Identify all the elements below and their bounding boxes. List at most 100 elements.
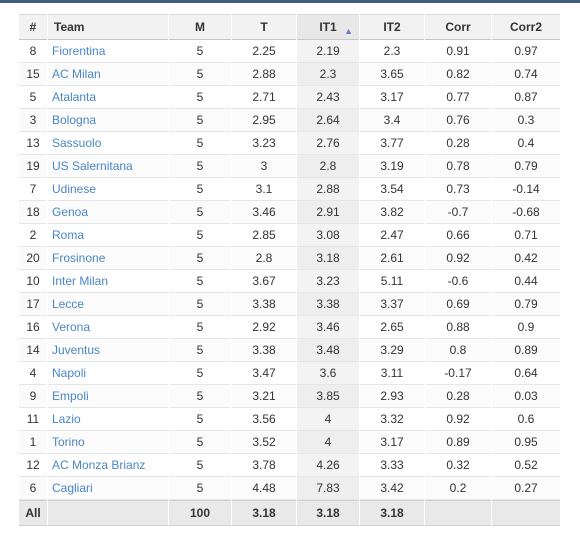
team-link[interactable]: Atalanta bbox=[52, 90, 97, 104]
cell-it1: 2.19 bbox=[297, 40, 359, 63]
cell-m: 5 bbox=[169, 224, 231, 247]
cell-team: Cagliari bbox=[48, 477, 168, 500]
table-row: 6 Cagliari 5 4.48 7.83 3.42 0.2 0.27 bbox=[19, 477, 560, 500]
header-corr[interactable]: Corr bbox=[425, 14, 491, 40]
team-link[interactable]: AC Monza Brianz bbox=[52, 458, 146, 472]
table-row: 18 Genoa 5 3.46 2.91 3.82 -0.7 -0.68 bbox=[19, 201, 560, 224]
team-link[interactable]: Inter Milan bbox=[52, 274, 109, 288]
table-footer: All 100 3.18 3.18 3.18 bbox=[19, 500, 560, 526]
cell-team: Fiorentina bbox=[48, 40, 168, 63]
cell-m: 5 bbox=[169, 293, 231, 316]
cell-it1: 4 bbox=[297, 408, 359, 431]
cell-m: 5 bbox=[169, 86, 231, 109]
team-link[interactable]: Genoa bbox=[52, 205, 89, 219]
header-corr2[interactable]: Corr2 bbox=[492, 14, 560, 40]
team-link[interactable]: Cagliari bbox=[52, 481, 93, 495]
cell-it1: 7.83 bbox=[297, 477, 359, 500]
team-link[interactable]: Bologna bbox=[52, 113, 97, 127]
cell-corr2: 0.3 bbox=[492, 109, 560, 132]
table-row: 8 Fiorentina 5 2.25 2.19 2.3 0.91 0.97 bbox=[19, 40, 560, 63]
team-link[interactable]: Roma bbox=[52, 228, 85, 242]
cell-corr: 0.28 bbox=[425, 385, 491, 408]
header-m[interactable]: M bbox=[169, 14, 231, 40]
team-link[interactable]: Sassuolo bbox=[52, 136, 102, 150]
table-row: 3 Bologna 5 2.95 2.64 3.4 0.76 0.3 bbox=[19, 109, 560, 132]
totals-t: 3.18 bbox=[232, 500, 296, 526]
cell-t: 2.8 bbox=[232, 247, 296, 270]
cell-team: Verona bbox=[48, 316, 168, 339]
cell-it2: 3.82 bbox=[360, 201, 424, 224]
cell-corr2: 0.64 bbox=[492, 362, 560, 385]
cell-rank: 1 bbox=[19, 431, 47, 454]
team-link[interactable]: AC Milan bbox=[52, 67, 101, 81]
cell-it1: 2.64 bbox=[297, 109, 359, 132]
team-link[interactable]: Verona bbox=[52, 320, 91, 334]
cell-team: Torino bbox=[48, 431, 168, 454]
header-it2[interactable]: IT2 bbox=[360, 14, 424, 40]
team-link[interactable]: Napoli bbox=[52, 366, 87, 380]
team-link[interactable]: Udinese bbox=[52, 182, 97, 196]
cell-corr2: 0.79 bbox=[492, 155, 560, 178]
team-link[interactable]: Fiorentina bbox=[52, 44, 106, 58]
team-link[interactable]: Lecce bbox=[52, 297, 85, 311]
totals-corr2 bbox=[492, 500, 560, 526]
team-link[interactable]: US Salernitana bbox=[52, 159, 133, 173]
cell-m: 5 bbox=[169, 63, 231, 86]
totals-corr bbox=[425, 500, 491, 526]
header-team[interactable]: Team bbox=[48, 14, 168, 40]
header-it1[interactable]: IT1 ▲ bbox=[297, 14, 359, 40]
cell-team: Lecce bbox=[48, 293, 168, 316]
cell-corr2: 0.87 bbox=[492, 86, 560, 109]
cell-it1: 3.18 bbox=[297, 247, 359, 270]
cell-m: 5 bbox=[169, 362, 231, 385]
cell-it1: 3.6 bbox=[297, 362, 359, 385]
table-row: 17 Lecce 5 3.38 3.38 3.37 0.69 0.79 bbox=[19, 293, 560, 316]
cell-t: 2.85 bbox=[232, 224, 296, 247]
cell-it2: 3.33 bbox=[360, 454, 424, 477]
cell-it2: 3.4 bbox=[360, 109, 424, 132]
cell-it2: 2.47 bbox=[360, 224, 424, 247]
cell-rank: 10 bbox=[19, 270, 47, 293]
cell-t: 3 bbox=[232, 155, 296, 178]
cell-team: AC Milan bbox=[48, 63, 168, 86]
cell-corr: 0.92 bbox=[425, 408, 491, 431]
header-row: # Team M T IT1 ▲ IT2 Corr Corr2 bbox=[19, 14, 560, 40]
cell-team: Frosinone bbox=[48, 247, 168, 270]
cell-corr: 0.82 bbox=[425, 63, 491, 86]
cell-t: 3.23 bbox=[232, 132, 296, 155]
table-row: 19 US Salernitana 5 3 2.8 3.19 0.78 0.79 bbox=[19, 155, 560, 178]
table-row: 4 Napoli 5 3.47 3.6 3.11 -0.17 0.64 bbox=[19, 362, 560, 385]
cell-m: 5 bbox=[169, 201, 231, 224]
cell-rank: 18 bbox=[19, 201, 47, 224]
cell-it1: 3.08 bbox=[297, 224, 359, 247]
cell-m: 5 bbox=[169, 385, 231, 408]
header-rank[interactable]: # bbox=[19, 14, 47, 40]
table-body: 8 Fiorentina 5 2.25 2.19 2.3 0.91 0.97 15 AC Mila… bbox=[19, 40, 560, 500]
team-link[interactable]: Lazio bbox=[52, 412, 81, 426]
cell-corr: 0.66 bbox=[425, 224, 491, 247]
cell-corr: 0.28 bbox=[425, 132, 491, 155]
totals-label: All bbox=[19, 500, 47, 526]
cell-it1: 3.48 bbox=[297, 339, 359, 362]
header-t[interactable]: T bbox=[232, 14, 296, 40]
cell-it2: 3.32 bbox=[360, 408, 424, 431]
team-link[interactable]: Juventus bbox=[52, 343, 101, 357]
cell-it2: 3.37 bbox=[360, 293, 424, 316]
cell-corr2: 0.79 bbox=[492, 293, 560, 316]
cell-it2: 3.11 bbox=[360, 362, 424, 385]
team-link[interactable]: Torino bbox=[52, 435, 85, 449]
cell-it1: 3.38 bbox=[297, 293, 359, 316]
cell-t: 3.1 bbox=[232, 178, 296, 201]
cell-it1: 2.76 bbox=[297, 132, 359, 155]
team-link[interactable]: Empoli bbox=[52, 389, 89, 403]
table-row: 9 Empoli 5 3.21 3.85 2.93 0.28 0.03 bbox=[19, 385, 560, 408]
cell-t: 3.78 bbox=[232, 454, 296, 477]
cell-rank: 3 bbox=[19, 109, 47, 132]
cell-it1: 2.3 bbox=[297, 63, 359, 86]
table-row: 20 Frosinone 5 2.8 3.18 2.61 0.92 0.42 bbox=[19, 247, 560, 270]
cell-rank: 8 bbox=[19, 40, 47, 63]
team-link[interactable]: Frosinone bbox=[52, 251, 106, 265]
cell-m: 5 bbox=[169, 408, 231, 431]
cell-corr2: -0.68 bbox=[492, 201, 560, 224]
cell-it2: 2.93 bbox=[360, 385, 424, 408]
